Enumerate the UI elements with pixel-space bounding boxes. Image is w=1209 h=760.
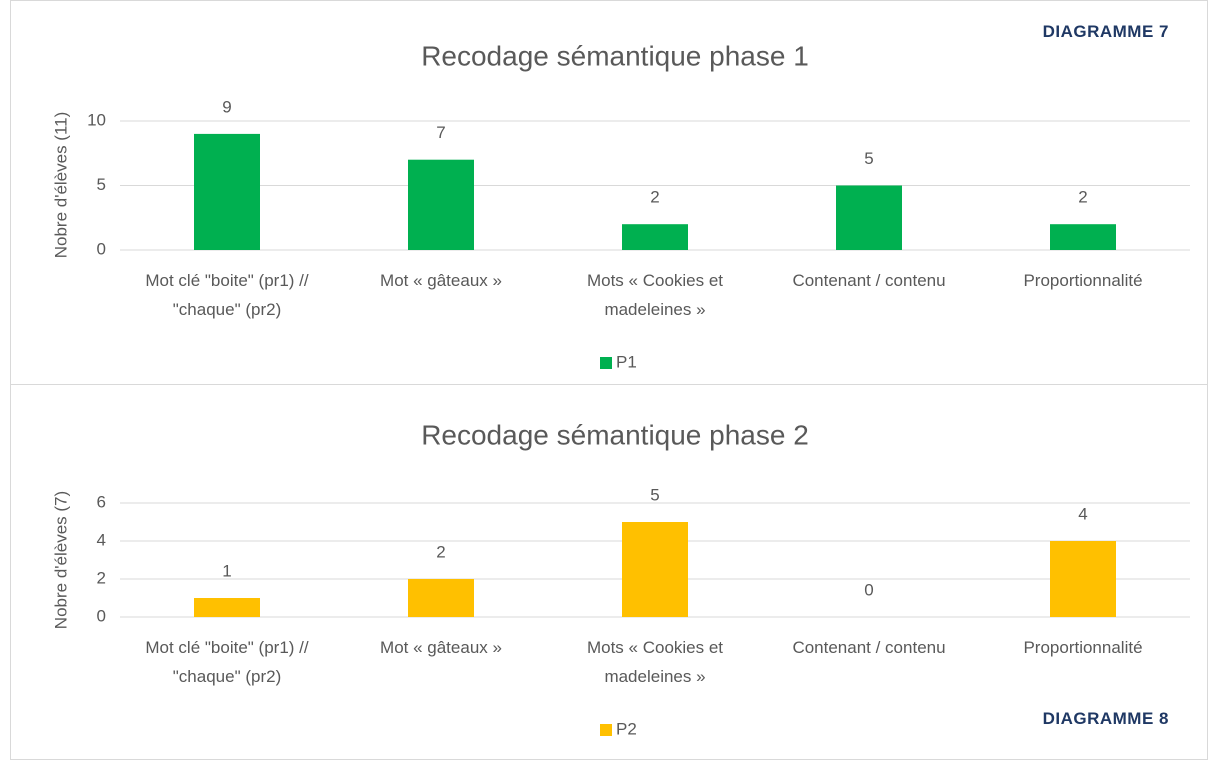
data-label: 0 xyxy=(864,580,873,599)
bar xyxy=(1050,541,1116,617)
data-label: 4 xyxy=(1078,504,1087,523)
legend-label: P1 xyxy=(616,352,637,371)
bar xyxy=(622,522,688,617)
x-tick-label: Contenant / contenu xyxy=(792,271,946,290)
chart-title: Recodage sémantique phase 2 xyxy=(421,419,809,450)
data-label: 2 xyxy=(1078,188,1087,207)
bar xyxy=(836,185,902,250)
bar xyxy=(408,579,474,617)
data-label: 2 xyxy=(650,188,659,207)
y-tick-label: 0 xyxy=(97,606,106,625)
y-tick-label: 5 xyxy=(97,175,106,194)
y-axis-label: Nobre d'élèves (7) xyxy=(51,491,70,629)
diagram-label: DIAGRAMME 7 xyxy=(1042,22,1169,41)
diagram-label: DIAGRAMME 8 xyxy=(1042,709,1169,728)
y-axis-label: Nobre d'élèves (11) xyxy=(51,112,70,259)
y-tick-label: 10 xyxy=(87,110,106,129)
x-tick-label: Mot « gâteaux » xyxy=(380,638,502,657)
x-tick-label: Mots « Cookies et madeleines » xyxy=(586,638,724,686)
data-label: 7 xyxy=(436,123,445,142)
bar xyxy=(194,133,260,250)
legend-swatch xyxy=(600,357,612,369)
chart-title: Recodage sémantique phase 1 xyxy=(421,40,809,71)
bar xyxy=(408,159,474,250)
x-tick-label: Mot clé "boite" (pr1) // "chaque" (pr2) xyxy=(145,271,309,319)
bar xyxy=(194,598,260,617)
bar xyxy=(1050,224,1116,250)
data-label: 5 xyxy=(864,149,873,168)
legend-swatch xyxy=(600,724,612,736)
y-tick-label: 2 xyxy=(97,568,106,587)
x-tick-label: Proportionnalité xyxy=(1023,638,1143,657)
x-tick-label: Mots « Cookies et madeleines » xyxy=(586,271,724,319)
data-label: 1 xyxy=(222,561,231,580)
x-tick-label: Proportionnalité xyxy=(1023,271,1143,290)
x-tick-label: Contenant / contenu xyxy=(792,638,946,657)
y-tick-label: 6 xyxy=(97,492,106,511)
bar xyxy=(622,224,688,250)
x-tick-label: Mot « gâteaux » xyxy=(380,271,502,290)
data-label: 5 xyxy=(650,485,659,504)
y-tick-label: 4 xyxy=(97,530,106,549)
legend-label: P2 xyxy=(616,719,637,738)
data-label: 2 xyxy=(436,542,445,561)
y-tick-label: 0 xyxy=(97,239,106,258)
x-tick-label: Mot clé "boite" (pr1) // "chaque" (pr2) xyxy=(145,638,309,686)
data-label: 9 xyxy=(222,97,231,116)
